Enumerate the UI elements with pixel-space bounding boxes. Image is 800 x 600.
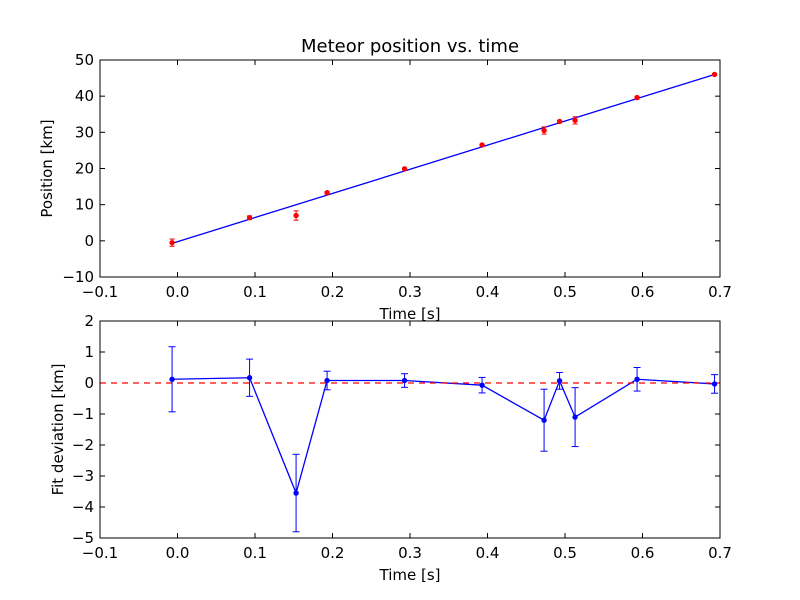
position-plot-area bbox=[169, 71, 718, 247]
deviation-y-axis-label: Fit deviation [km] bbox=[49, 364, 67, 496]
position-data-point bbox=[169, 239, 175, 246]
deviation-data-point bbox=[401, 377, 408, 384]
deviation-data-point bbox=[556, 378, 563, 384]
position-data-point bbox=[711, 71, 718, 78]
position-x-tick-label: 0.7 bbox=[708, 283, 732, 301]
deviation-y-tick-label: −4 bbox=[72, 498, 94, 516]
deviation-y-tick-label: −1 bbox=[72, 405, 94, 423]
deviation-data-point bbox=[246, 375, 253, 381]
position-data-point bbox=[293, 212, 299, 219]
deviation-data-point bbox=[711, 381, 718, 387]
deviation-data-point bbox=[324, 377, 330, 384]
deviation-y-tick-label: 2 bbox=[84, 312, 94, 330]
position-x-tick-label: 0.5 bbox=[553, 283, 577, 301]
position-y-tick-label: 40 bbox=[75, 87, 94, 105]
deviation-data-point bbox=[634, 376, 640, 382]
position-y-tick-label: 20 bbox=[75, 160, 94, 178]
position-x-tick-label: 0.4 bbox=[476, 283, 500, 301]
deviation-data-point bbox=[479, 382, 485, 388]
position-data-point bbox=[556, 118, 563, 125]
deviation-x-tick-label: 0.4 bbox=[476, 544, 500, 562]
deviation-x-tick-label: 0.5 bbox=[553, 544, 577, 562]
position-x-tick-label: 0.3 bbox=[398, 283, 422, 301]
deviation-data-point bbox=[572, 414, 578, 420]
position-data-point bbox=[324, 190, 330, 196]
position-x-tick-label: 0.2 bbox=[321, 283, 345, 301]
position-plot: Meteor position vs. time −0.1 0.0 0.1 0.2 0.3… bbox=[38, 36, 732, 323]
position-y-tick-label: 10 bbox=[75, 196, 94, 214]
position-axes-frame bbox=[99, 59, 721, 278]
position-x-tick-label: 0.6 bbox=[631, 283, 655, 301]
position-fit-line bbox=[171, 73, 715, 244]
position-data-point bbox=[479, 142, 485, 148]
deviation-x-axis-label: Time [s] bbox=[379, 566, 441, 584]
deviation-x-tick-label: 0.0 bbox=[166, 544, 190, 562]
deviation-y-tick-label: 1 bbox=[84, 343, 94, 361]
position-y-tick-label: −10 bbox=[62, 268, 94, 286]
position-x-axis-label: Time [s] bbox=[379, 305, 441, 323]
deviation-x-tick-label: −0.1 bbox=[82, 544, 118, 562]
deviation-data-point bbox=[541, 417, 547, 423]
deviation-y-tick-label: −5 bbox=[72, 529, 94, 547]
deviation-y-tick-label: −2 bbox=[72, 436, 94, 454]
position-y-tick-label: 30 bbox=[75, 123, 94, 141]
deviation-x-tick-label: 0.6 bbox=[631, 544, 655, 562]
deviation-data-point bbox=[169, 376, 175, 382]
position-y-axis-label: Position [km] bbox=[38, 119, 56, 217]
position-data-point bbox=[634, 94, 640, 101]
position-y-tick-label: 50 bbox=[75, 51, 94, 69]
deviation-plot-area bbox=[100, 346, 720, 533]
deviation-x-tick-label: 0.3 bbox=[398, 544, 422, 562]
deviation-x-tick-label: 0.1 bbox=[243, 544, 267, 562]
position-data-point bbox=[541, 127, 547, 134]
deviation-y-tick-label: −3 bbox=[72, 467, 94, 485]
position-y-tick-label: 0 bbox=[84, 232, 94, 250]
position-x-tick-label: −0.1 bbox=[82, 283, 118, 301]
position-chart-title: Meteor position vs. time bbox=[301, 36, 519, 57]
deviation-y-tick-label: 0 bbox=[84, 374, 94, 392]
position-x-tick-label: 0.0 bbox=[166, 283, 190, 301]
deviation-plot: −0.1 0.0 0.1 0.2 0.3 0.4 0.5 0.6 0.7 −5 −4 −3 −2 −1 0 1… bbox=[49, 312, 732, 584]
deviation-x-tick-label: 0.2 bbox=[321, 544, 345, 562]
deviation-x-tick-label: 0.7 bbox=[708, 544, 732, 562]
deviation-axes-frame bbox=[99, 320, 721, 539]
position-data-point bbox=[572, 117, 578, 124]
position-data-point bbox=[401, 166, 408, 172]
deviation-data-point bbox=[293, 490, 299, 496]
position-x-tick-label: 0.1 bbox=[243, 283, 267, 301]
position-data-point bbox=[246, 214, 253, 221]
